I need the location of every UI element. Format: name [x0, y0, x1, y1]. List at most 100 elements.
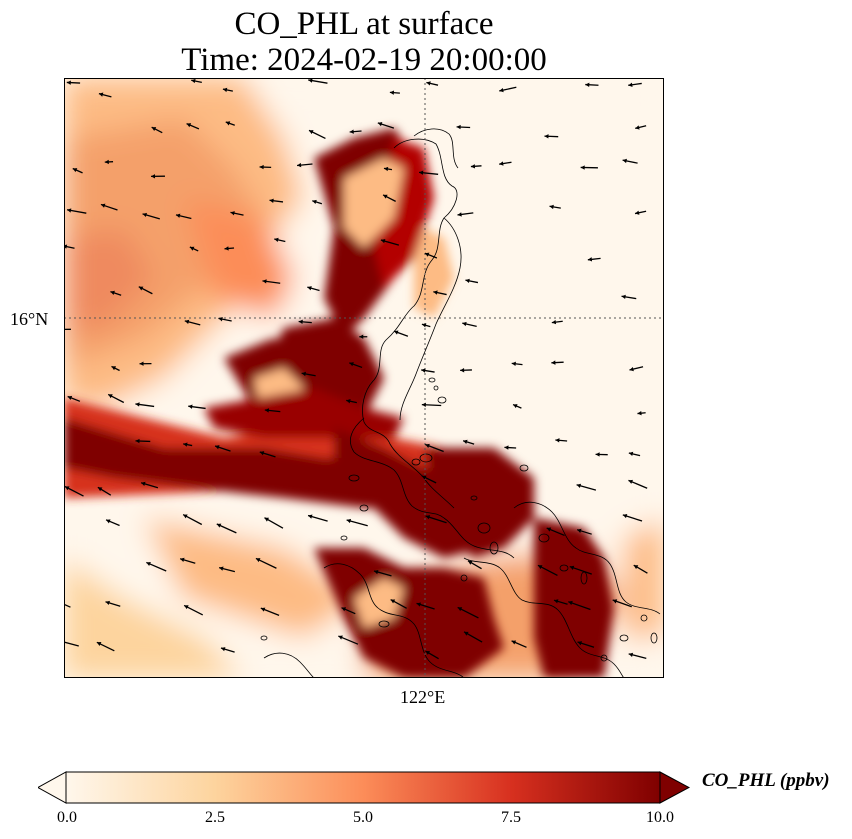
wind-arrowhead: [635, 210, 640, 215]
colorbar-body: [65, 771, 661, 804]
wind-arrowhead: [264, 408, 270, 413]
wind-arrowhead: [635, 125, 640, 130]
wind-arrowhead: [456, 124, 461, 130]
wind-arrowhead: [393, 330, 399, 335]
plot-time: Time: 2024-02-19 20:00:00: [181, 42, 547, 78]
wind-arrowhead: [141, 481, 146, 486]
wind-arrowhead: [67, 395, 73, 401]
graticule: [64, 78, 664, 678]
wind-arrowhead: [216, 523, 222, 528]
wind-arrowhead: [612, 599, 618, 604]
wind-arrowhead: [629, 366, 634, 372]
wind-arrowhead: [504, 445, 509, 450]
wind-arrowhead: [215, 445, 220, 450]
wind-arrowhead: [628, 82, 633, 87]
wind-arrowhead: [377, 122, 383, 127]
wind-arrowhead: [555, 438, 560, 443]
wind-arrowhead: [457, 212, 462, 217]
wind-arrowhead: [595, 452, 600, 457]
wind-arrowhead: [628, 652, 634, 657]
wind-arrowhead: [622, 513, 628, 519]
wind-arrowhead: [568, 600, 573, 606]
wind-arrowhead: [421, 402, 426, 407]
wind-arrowhead: [546, 527, 552, 532]
wind-arrowhead: [260, 607, 266, 612]
wind-arrowhead: [390, 599, 396, 604]
wind-arrowhead: [184, 319, 190, 325]
wind-arrowhead: [421, 475, 427, 480]
wind-arrowhead: [184, 605, 189, 610]
wind-arrowhead: [622, 158, 627, 164]
wind-arrowhead: [67, 208, 72, 213]
wind-arrowhead: [537, 565, 543, 570]
wind-arrowhead: [553, 599, 559, 604]
colorbar-label: CO_PHL (ppbv): [702, 770, 830, 791]
wind-arrowhead: [383, 194, 388, 199]
wind-arrowhead: [462, 321, 467, 327]
wind-arrow: [64, 603, 71, 608]
colorbar-tick: 0.0: [57, 809, 77, 826]
wind-arrowhead: [98, 92, 104, 97]
wind-arrowhead: [467, 560, 473, 565]
wind-arrowhead: [262, 279, 267, 284]
wind-arrowhead: [359, 334, 364, 339]
wind-arrowhead: [511, 640, 517, 645]
wind-arrowhead: [139, 361, 144, 366]
concentration-map: [64, 78, 664, 678]
wind-arrowhead: [151, 127, 157, 132]
wind-arrowhead: [569, 565, 575, 570]
wind-arrowhead: [421, 368, 426, 373]
plume-field: [64, 128, 614, 678]
wind-arrowhead: [549, 204, 554, 210]
wind-arrowhead: [416, 602, 422, 607]
wind-arrowhead: [100, 203, 106, 208]
wind-arrowhead: [220, 647, 226, 652]
wind-arrowhead: [346, 399, 351, 404]
wind-arrowhead: [225, 121, 231, 126]
wind-arrowhead: [460, 368, 465, 373]
wind-arrowhead: [108, 394, 113, 399]
wind-arrowhead: [433, 290, 438, 295]
lat-tick-label: 16°N: [10, 309, 49, 329]
wind-arrowhead: [426, 81, 431, 86]
wind-arrowhead: [338, 635, 343, 640]
wind-arrowhead: [551, 360, 556, 365]
wind-arrowhead: [142, 212, 148, 218]
wind-arrowhead: [633, 565, 639, 570]
wind-arrowhead: [97, 487, 103, 492]
wind-arrowhead: [499, 161, 504, 166]
wind-arrowhead: [274, 237, 279, 243]
wind-arrowhead: [544, 134, 549, 139]
wind-arrowhead: [106, 519, 111, 524]
wind-arrowhead: [218, 317, 223, 322]
wind-arrowhead: [259, 164, 264, 170]
wind-arrowhead: [380, 239, 386, 244]
wind-arrowhead: [585, 82, 590, 87]
wind-arrowhead: [188, 404, 193, 409]
wind-arrowhead: [298, 319, 303, 325]
wind-arrowhead: [513, 404, 518, 409]
wind-arrowhead: [499, 87, 504, 93]
wind-arrowhead: [96, 642, 102, 647]
wind-arrowhead: [135, 402, 140, 407]
wind-arrowhead: [222, 87, 228, 93]
wind-arrowhead: [349, 362, 354, 367]
wind-arrowhead: [419, 170, 424, 175]
wind-arrowhead: [269, 198, 274, 203]
wind-arrowhead: [425, 443, 430, 449]
wind-arrowhead: [264, 517, 270, 522]
wind-arrowhead: [186, 123, 192, 128]
wind-arrowhead: [628, 451, 634, 457]
wind-arrowhead: [580, 165, 585, 170]
wind-arrowhead: [138, 286, 144, 291]
colorbar-tick: 5.0: [353, 809, 373, 826]
wind-arrowhead: [346, 518, 352, 524]
wind-arrowhead: [307, 286, 312, 291]
wind-arrowhead: [308, 514, 313, 519]
wind-arrowhead: [72, 168, 78, 173]
coastline: [260, 128, 661, 678]
wind-arrowhead: [230, 211, 235, 216]
wind-arrowhead: [308, 130, 314, 135]
wind-arrowhead: [628, 479, 633, 484]
wind-arrowhead: [463, 439, 468, 444]
